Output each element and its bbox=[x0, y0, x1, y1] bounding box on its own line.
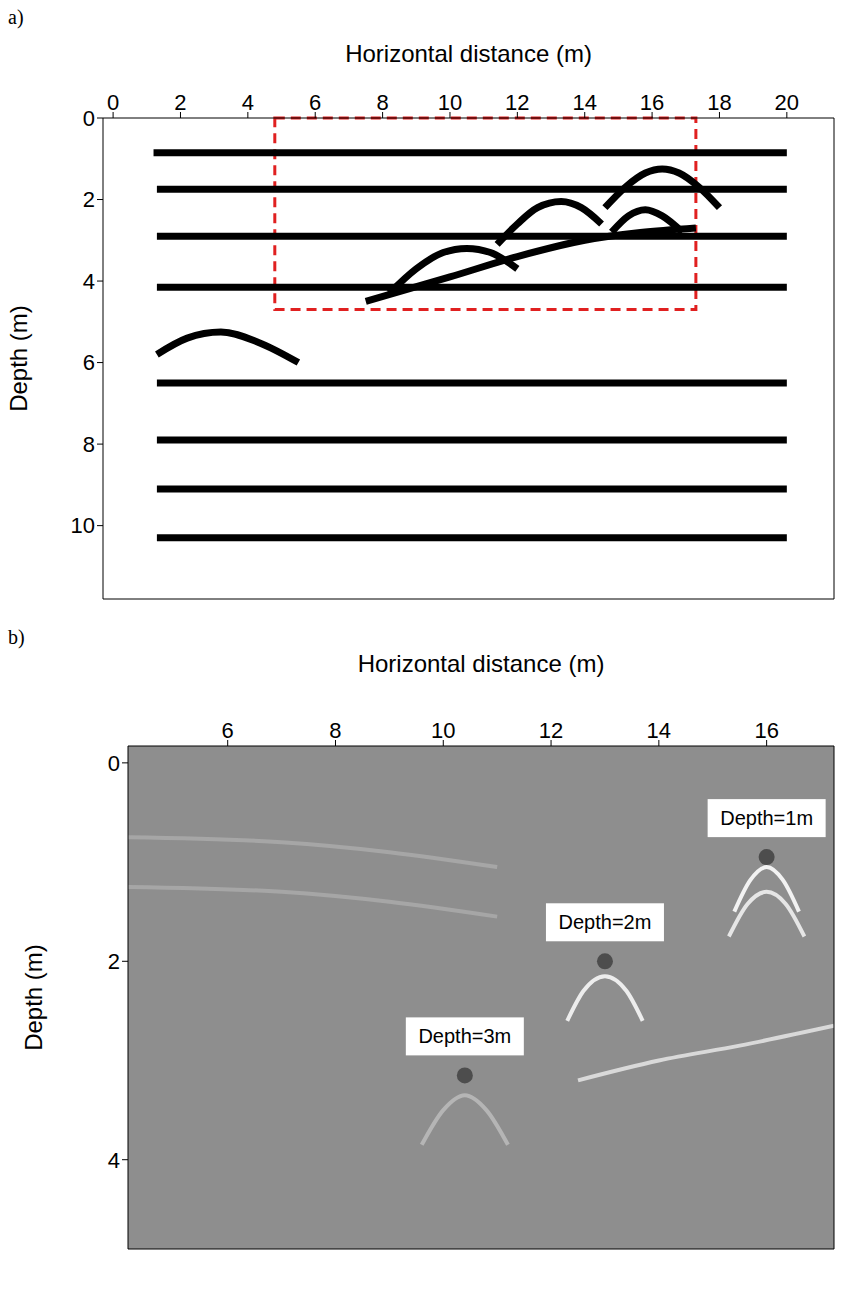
svg-text:8: 8 bbox=[376, 90, 388, 115]
svg-text:2: 2 bbox=[174, 90, 186, 115]
svg-text:4: 4 bbox=[108, 1148, 120, 1173]
svg-text:Depth=2m: Depth=2m bbox=[559, 911, 652, 933]
svg-text:14: 14 bbox=[572, 90, 596, 115]
svg-text:0: 0 bbox=[108, 751, 120, 776]
svg-text:16: 16 bbox=[640, 90, 664, 115]
svg-text:6: 6 bbox=[309, 90, 321, 115]
svg-text:8: 8 bbox=[83, 432, 95, 457]
svg-text:8: 8 bbox=[329, 718, 341, 743]
svg-text:12: 12 bbox=[505, 90, 529, 115]
svg-text:10: 10 bbox=[431, 718, 455, 743]
svg-text:4: 4 bbox=[83, 269, 95, 294]
svg-text:2: 2 bbox=[83, 187, 95, 212]
svg-text:2: 2 bbox=[108, 949, 120, 974]
svg-text:10: 10 bbox=[438, 90, 462, 115]
svg-text:14: 14 bbox=[647, 718, 671, 743]
html-text:b): b) bbox=[8, 626, 25, 648]
svg-text:6: 6 bbox=[222, 718, 234, 743]
svg-text:18: 18 bbox=[707, 90, 731, 115]
svg-text:Depth (m): Depth (m) bbox=[5, 305, 32, 412]
svg-text:4: 4 bbox=[242, 90, 254, 115]
html-text:a): a) bbox=[8, 6, 24, 28]
svg-text:20: 20 bbox=[775, 90, 799, 115]
svg-text:0: 0 bbox=[83, 106, 95, 131]
svg-text:Depth=1m: Depth=1m bbox=[720, 807, 813, 829]
svg-text:12: 12 bbox=[539, 718, 563, 743]
svg-text:Horizontal distance (m): Horizontal distance (m) bbox=[345, 40, 592, 67]
svg-text:16: 16 bbox=[754, 718, 778, 743]
svg-text:Depth=3m: Depth=3m bbox=[418, 1025, 511, 1047]
svg-text:Depth (m): Depth (m) bbox=[20, 944, 47, 1051]
svg-text:10: 10 bbox=[71, 513, 95, 538]
svg-text:0: 0 bbox=[107, 90, 119, 115]
svg-text:Horizontal distance (m): Horizontal distance (m) bbox=[358, 650, 605, 677]
svg-text:6: 6 bbox=[83, 350, 95, 375]
